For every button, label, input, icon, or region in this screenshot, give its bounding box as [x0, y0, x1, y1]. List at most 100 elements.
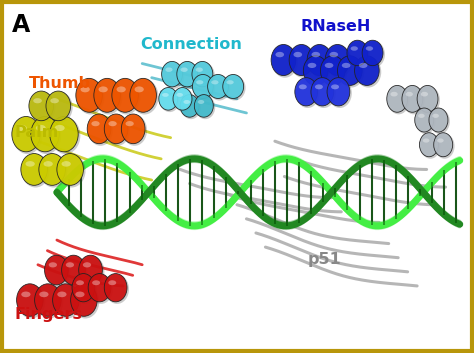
Ellipse shape: [113, 79, 140, 114]
Ellipse shape: [44, 161, 53, 167]
Ellipse shape: [351, 46, 358, 51]
Ellipse shape: [45, 255, 68, 285]
Ellipse shape: [122, 115, 147, 146]
Ellipse shape: [105, 115, 130, 146]
Ellipse shape: [72, 274, 95, 302]
Ellipse shape: [112, 78, 138, 112]
Ellipse shape: [92, 280, 100, 285]
Text: A: A: [12, 13, 30, 37]
Ellipse shape: [17, 284, 43, 316]
Text: p51: p51: [307, 252, 341, 267]
Ellipse shape: [104, 114, 128, 144]
Ellipse shape: [289, 44, 314, 76]
Ellipse shape: [299, 84, 307, 89]
Ellipse shape: [126, 121, 134, 126]
Ellipse shape: [55, 125, 64, 131]
Ellipse shape: [183, 100, 190, 104]
Ellipse shape: [160, 88, 180, 112]
Ellipse shape: [73, 274, 97, 304]
Ellipse shape: [77, 79, 104, 114]
Ellipse shape: [46, 91, 71, 121]
Ellipse shape: [177, 61, 198, 87]
Ellipse shape: [163, 62, 184, 89]
Ellipse shape: [88, 115, 113, 146]
Text: Fingers: Fingers: [14, 307, 82, 322]
Ellipse shape: [173, 88, 192, 110]
Ellipse shape: [402, 85, 423, 112]
Ellipse shape: [181, 95, 201, 119]
Text: RNaseH: RNaseH: [301, 19, 371, 34]
Ellipse shape: [194, 95, 213, 117]
Ellipse shape: [363, 41, 385, 68]
Ellipse shape: [180, 95, 199, 117]
Ellipse shape: [432, 114, 439, 118]
Ellipse shape: [30, 92, 55, 123]
Ellipse shape: [275, 52, 284, 57]
Ellipse shape: [320, 56, 345, 85]
FancyBboxPatch shape: [7, 5, 467, 348]
Ellipse shape: [193, 75, 215, 101]
Ellipse shape: [272, 45, 298, 78]
Ellipse shape: [315, 84, 323, 89]
Ellipse shape: [63, 256, 87, 287]
Ellipse shape: [29, 91, 54, 121]
Ellipse shape: [176, 93, 183, 97]
Ellipse shape: [117, 86, 126, 92]
Ellipse shape: [430, 109, 450, 134]
Ellipse shape: [130, 78, 156, 112]
Ellipse shape: [338, 56, 364, 88]
Ellipse shape: [192, 61, 213, 87]
Ellipse shape: [50, 98, 59, 103]
Ellipse shape: [387, 85, 408, 112]
Ellipse shape: [342, 63, 350, 68]
Ellipse shape: [121, 114, 145, 144]
Text: Thumb: Thumb: [28, 76, 91, 91]
Ellipse shape: [94, 78, 120, 112]
Ellipse shape: [325, 63, 333, 68]
Ellipse shape: [165, 67, 173, 72]
Ellipse shape: [406, 92, 413, 96]
Ellipse shape: [290, 45, 316, 78]
Ellipse shape: [79, 255, 102, 285]
Ellipse shape: [391, 92, 398, 96]
Ellipse shape: [312, 78, 336, 108]
Ellipse shape: [429, 108, 448, 132]
Ellipse shape: [223, 74, 244, 98]
Ellipse shape: [355, 56, 379, 85]
Text: Connection: Connection: [140, 37, 242, 52]
Ellipse shape: [362, 40, 383, 66]
Ellipse shape: [308, 63, 316, 68]
Ellipse shape: [331, 84, 339, 89]
Ellipse shape: [328, 78, 352, 108]
Ellipse shape: [21, 292, 30, 297]
Ellipse shape: [419, 133, 438, 157]
Ellipse shape: [296, 78, 319, 108]
Ellipse shape: [39, 154, 65, 185]
Ellipse shape: [311, 78, 334, 106]
Ellipse shape: [18, 285, 45, 318]
Ellipse shape: [58, 154, 85, 187]
Ellipse shape: [76, 280, 84, 285]
Ellipse shape: [192, 74, 213, 98]
Ellipse shape: [307, 44, 332, 76]
Ellipse shape: [13, 117, 43, 154]
Ellipse shape: [99, 86, 108, 92]
Ellipse shape: [87, 114, 111, 144]
Ellipse shape: [162, 61, 182, 87]
Ellipse shape: [321, 56, 347, 88]
Ellipse shape: [198, 100, 204, 104]
Ellipse shape: [329, 52, 338, 57]
Ellipse shape: [423, 138, 429, 143]
Ellipse shape: [22, 154, 49, 187]
Ellipse shape: [303, 56, 328, 85]
Ellipse shape: [420, 133, 440, 159]
Ellipse shape: [108, 280, 116, 285]
Ellipse shape: [359, 63, 367, 68]
Ellipse shape: [348, 41, 370, 68]
Ellipse shape: [35, 284, 61, 316]
Ellipse shape: [208, 74, 228, 98]
Ellipse shape: [347, 40, 368, 66]
Ellipse shape: [26, 161, 35, 167]
Ellipse shape: [62, 255, 85, 285]
Ellipse shape: [12, 116, 40, 152]
